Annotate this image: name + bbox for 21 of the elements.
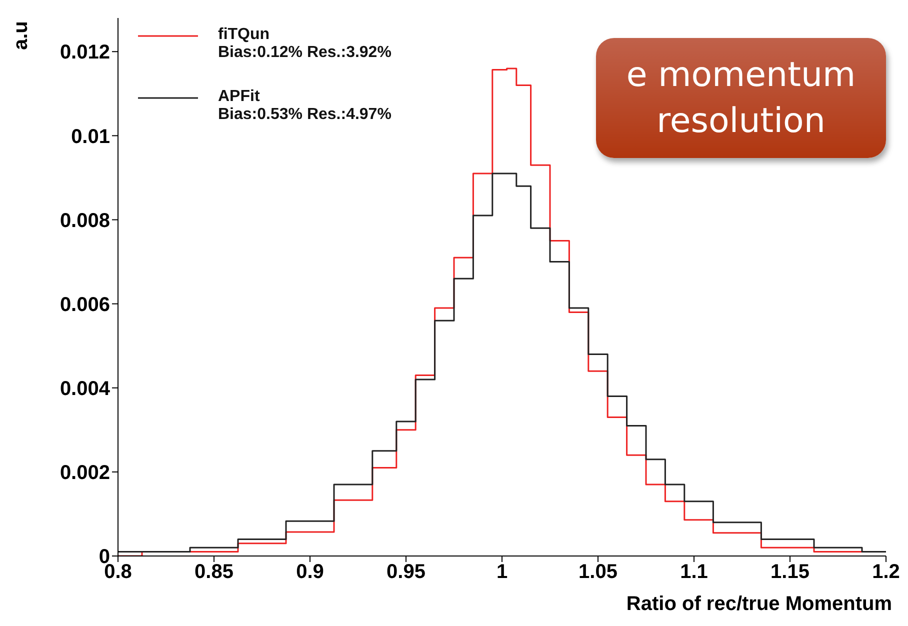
x-tick-label: 1.1 (680, 561, 708, 584)
annotation: Bias:0.53% Res.:4.97% (218, 106, 392, 124)
y-tick-label: 0.004 (60, 378, 111, 400)
x-tick-label: 0.95 (386, 561, 426, 584)
y-axis-title: a.u (10, 21, 33, 50)
y-tick-label: 0.012 (60, 42, 110, 64)
y-tick-label: 0.006 (60, 294, 110, 316)
x-tick-label: 1.2 (872, 561, 900, 584)
x-tick-label: 1.15 (770, 561, 810, 584)
x-tick-label: 1.05 (578, 561, 618, 584)
x-tick-label: 0.85 (194, 561, 234, 584)
x-tick-label: 0.9 (296, 561, 324, 584)
y-tick-label: 0.002 (60, 462, 110, 484)
text: e momentum resolution (596, 38, 886, 158)
x-axis-title: Ratio of rec/true Momentum (626, 593, 892, 616)
y-tick-label: 0.01 (71, 126, 110, 148)
annotation: Bias:0.12% Res.:3.92% (218, 44, 392, 62)
x-tick-label: 1 (496, 561, 508, 584)
y-tick-label: 0.008 (60, 210, 110, 232)
legend-label: fiTQun (218, 26, 271, 44)
legend-label: APFit (218, 88, 261, 106)
